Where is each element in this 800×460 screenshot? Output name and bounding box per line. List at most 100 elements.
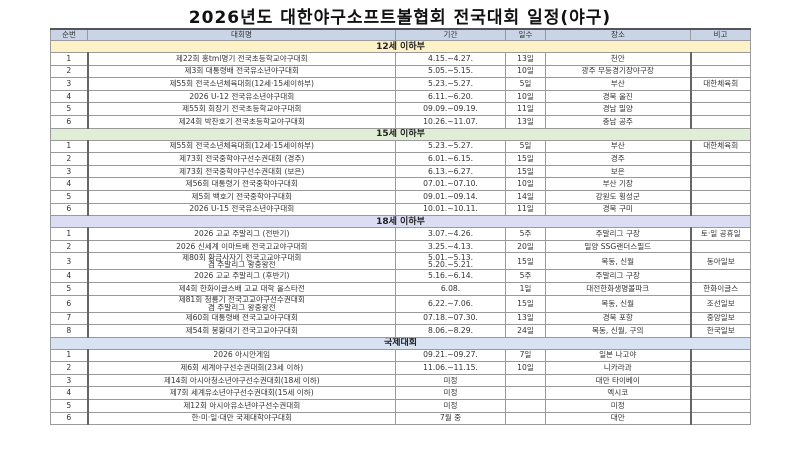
section-header: 18세 이하부 <box>50 215 751 229</box>
note <box>689 239 751 254</box>
venue: 부산 기장 <box>545 177 691 191</box>
tournament-name: 제3회 대통령배 전국유소년야구대회 <box>87 64 396 79</box>
section-title: 15세 이하부 <box>50 127 751 141</box>
table-row: 5 제12회 아시아유소년야구선수권대회 미정 미정 <box>50 399 751 413</box>
period: 4.15.~4.27. <box>395 52 506 66</box>
note <box>689 189 751 204</box>
table-row: 2 제6회 세계야구선수권대회(23세 이하) 11.06.~11.15. 10일 니카… <box>50 361 751 375</box>
period: 5.23.~5.27. <box>395 139 506 154</box>
period: 5.16.~6.14. <box>395 269 506 283</box>
days: 13일 <box>505 52 546 66</box>
days <box>505 411 546 426</box>
row-number: 3 <box>50 252 89 271</box>
period: 11.06.~11.15. <box>395 361 506 375</box>
venue: 목동, 신월, 구의 <box>545 324 691 338</box>
header-row: 순번 대회명 기간 일수 장소 비고 <box>50 28 751 41</box>
period: 6.01.~6.15. <box>395 152 506 166</box>
tournament-name: 제22회 홍tml명기 전국초등학교야구대회 <box>87 52 396 66</box>
section-title: 18세 이하부 <box>50 215 751 229</box>
venue: 목동, 신월 <box>545 294 691 313</box>
days: 10일 <box>505 177 546 191</box>
row-number: 3 <box>50 373 89 388</box>
row-number: 5 <box>50 102 89 116</box>
column-header: 일수 <box>505 28 546 41</box>
tournament-name: 제4회 한화이글스배 고교 대학 올스타전 <box>87 281 396 296</box>
venue: 부산 <box>545 77 691 91</box>
tournament-name: 2026 신세계 이마트배 전국고교야구대회 <box>87 239 396 254</box>
column-header: 기간 <box>395 28 506 41</box>
table-row: 3 제55회 전국소년체육대회(12세·15세이하부) 5.23.~5.27. 5일 부… <box>50 77 751 91</box>
period: 6.08. <box>395 281 506 296</box>
period: 10.26.~11.07. <box>395 114 506 129</box>
note <box>689 152 751 166</box>
section-title: 국제대회 <box>50 336 751 350</box>
period: 6.11.~6.20. <box>395 89 506 104</box>
period: 07.18.~07.30. <box>395 311 506 326</box>
table-row: 6 한·미·일·대만 국제대학야구대회 7월 중 대만 <box>50 411 751 426</box>
note <box>689 102 751 116</box>
table-row: 4 제56회 대통령기 전국중학야구대회 07.01.~07.10. 10일 부산 기장 <box>50 177 751 191</box>
venue: 강원도 횡성군 <box>545 189 691 204</box>
venue: 주말리그 구장 <box>545 227 691 241</box>
venue: 니카라과 <box>545 361 691 375</box>
venue: 경남 밀양 <box>545 102 691 116</box>
row-number: 8 <box>50 324 89 338</box>
days: 24일 <box>505 324 546 338</box>
venue: 멕시코 <box>545 386 691 401</box>
table-row: 7 제60회 대통령배 전국고교야구대회 07.18.~07.30. 13일 경북 포항… <box>50 311 751 326</box>
section-header: 12세 이하부 <box>50 40 751 53</box>
row-number: 4 <box>50 89 89 104</box>
days: 15일 <box>505 294 546 313</box>
tournament-name: 한·미·일·대만 국제대학야구대회 <box>87 411 396 426</box>
note: 조선일보 <box>689 294 751 313</box>
row-number: 6 <box>50 411 89 426</box>
venue: 보은 <box>545 164 691 179</box>
table-row: 1 2026 고교 주말리그 (전반기) 3.07.~4.26. 5주 주말리그 구장 토… <box>50 227 751 241</box>
venue: 대만 <box>545 411 691 426</box>
note: 대한체육회 <box>689 139 751 154</box>
table-row: 5 제4회 한화이글스배 고교 대학 올스타전 6.08. 1일 대전한화생명볼파크 한화… <box>50 281 751 296</box>
period: 07.01.~07.10. <box>395 177 506 191</box>
days: 13일 <box>505 311 546 326</box>
venue: 대만 타이베이 <box>545 373 691 388</box>
row-number: 3 <box>50 164 89 179</box>
note: 중앙일보 <box>689 311 751 326</box>
period: 3.25.~4.13. <box>395 239 506 254</box>
table-row: 3 제73회 전국중학야구선수권대회 (보은) 6.13.~6.27. 15일 보은 <box>50 164 751 179</box>
note <box>689 177 751 191</box>
days <box>505 386 546 401</box>
venue: 경북 포항 <box>545 311 691 326</box>
days: 10일 <box>505 64 546 79</box>
venue: 충남 공주 <box>545 114 691 129</box>
note: 동아일보 <box>689 252 751 271</box>
schedule-table: 순번 대회명 기간 일수 장소 비고 12세 이하부 1 제22회 홍tml명기 전국초등학교… <box>50 28 751 426</box>
venue: 천안 <box>545 52 691 66</box>
column-header: 비고 <box>690 28 751 41</box>
days: 11일 <box>505 202 546 217</box>
days <box>505 399 546 413</box>
column-header: 순번 <box>50 28 88 41</box>
table-row: 5 제55회 회장기 전국초등학교야구대회 09.09.~09.19. 11일 경남 밀… <box>50 102 751 116</box>
venue: 밀양 SSG랜더스필드 <box>545 239 691 254</box>
row-number: 2 <box>50 239 89 254</box>
tournament-name: 제24회 박찬호기 전국초등학교야구대회 <box>87 114 396 129</box>
period: 6.22.~7.06. <box>395 294 506 313</box>
period: 10.01.~10.11. <box>395 202 506 217</box>
table-row: 8 제54회 봉황대기 전국고교야구대회 8.06.~8.29. 24일 목동, 신월,… <box>50 324 751 338</box>
tournament-name: 제54회 봉황대기 전국고교야구대회 <box>87 324 396 338</box>
venue: 대전한화생명볼파크 <box>545 281 691 296</box>
row-number: 2 <box>50 152 89 166</box>
note: 대한체육회 <box>689 77 751 91</box>
row-number: 5 <box>50 399 89 413</box>
days: 20일 <box>505 239 546 254</box>
row-number: 1 <box>50 139 89 154</box>
days: 7일 <box>505 348 546 363</box>
section-header: 국제대회 <box>50 336 751 350</box>
table-row: 4 2026 U-12 전국유소년야구대회 6.11.~6.20. 10일 경북 울진 <box>50 89 751 104</box>
note <box>689 52 751 66</box>
note <box>689 386 751 401</box>
venue: 목동, 신월 <box>545 252 691 271</box>
tournament-name: 제55회 전국소년체육대회(12세·15세이하부) <box>87 77 396 91</box>
row-number: 1 <box>50 227 89 241</box>
note <box>689 361 751 375</box>
